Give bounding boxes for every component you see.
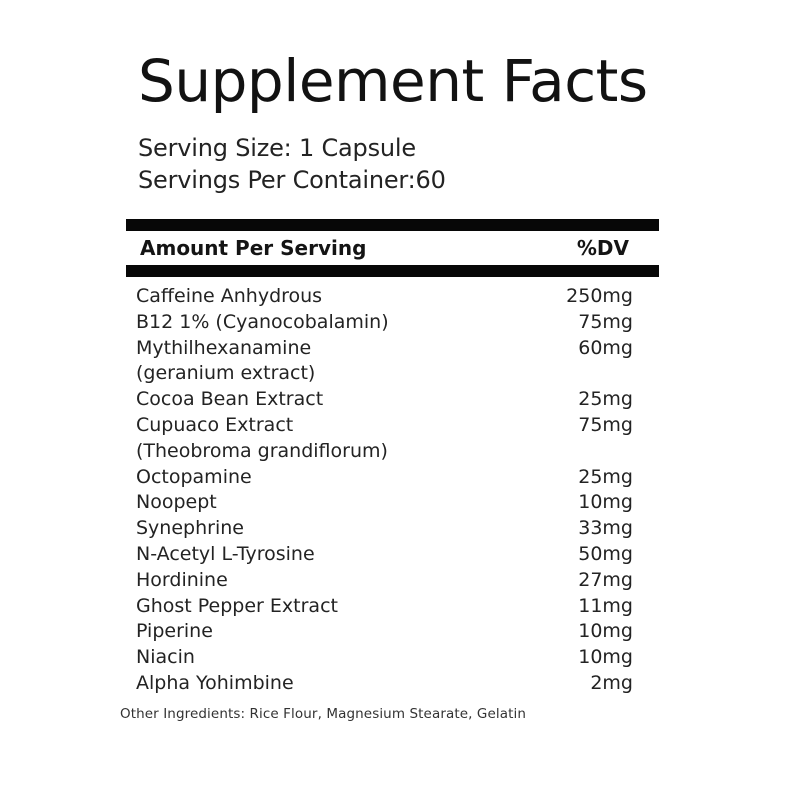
ingredient-amount: 10mg [578,491,633,514]
ingredient-name: Piperine [136,620,213,643]
servings-per-container-line: Servings Per Container:60 [138,166,446,194]
table-row: Cupuaco Extract 75mg [136,413,633,439]
ingredient-name: Cupuaco Extract [136,413,294,436]
ingredient-table: Caffeine Anhydrous 250mg B12 1% (Cyanoco… [126,277,659,697]
table-row: Caffeine Anhydrous 250mg [136,284,633,310]
ingredient-amount: 27mg [578,568,633,591]
ingredient-amount: 10mg [578,646,633,669]
serving-size-line: Serving Size: 1 Capsule [138,134,416,162]
ingredient-name: Niacin [136,646,195,669]
ingredient-name: Synephrine [136,517,244,540]
ingredient-name: Hordinine [136,568,228,591]
other-ingredients-line: Other Ingredients: Rice Flour, Magnesium… [120,705,527,722]
ingredient-name: Octopamine [136,465,252,488]
ingredient-amount: 60mg [578,336,633,359]
table-row: Niacin 10mg [136,645,633,671]
ingredient-name: Caffeine Anhydrous [136,285,323,307]
ingredient-amount: 75mg [578,413,633,436]
table-row: (Theobroma grandiflorum) [136,439,633,465]
table-row: Mythilhexanamine 60mg [136,336,633,362]
table-row: Ghost Pepper Extract 11mg [136,594,633,620]
table-row: B12 1% (Cyanocobalamin) 75mg [136,310,633,336]
ingredient-amount: 25mg [578,465,633,488]
ingredient-amount: 50mg [578,542,633,565]
ingredient-name: (Theobroma grandiflorum) [136,439,388,462]
ingredient-amount: 11mg [578,594,633,617]
ingredient-amount: 25mg [578,388,633,411]
ingredient-name: Ghost Pepper Extract [136,594,338,617]
table-row: Synephrine 33mg [136,516,633,542]
amount-per-serving-header: Amount Per Serving [140,236,367,260]
ingredient-amount: 2mg [590,671,633,694]
ingredient-name: Alpha Yohimbine [136,671,294,694]
serving-info: Serving Size: 1 Capsule Servings Per Con… [138,132,659,196]
ingredient-amount: 75mg [578,310,633,333]
page-title: Supplement Facts [138,47,648,115]
table-row: N-Acetyl L-Tyrosine 50mg [136,542,633,568]
supplement-facts-label: Supplement Facts Serving Size: 1 Capsule… [120,47,659,722]
percent-dv-header: %DV [576,236,629,260]
ingredient-name: Mythilhexanamine [136,336,312,359]
table-row: (geranium extract) [136,361,633,387]
table-row: Noopept 10mg [136,490,633,516]
ingredient-name: N-Acetyl L-Tyrosine [136,542,315,565]
table-row: Hordinine 27mg [136,568,633,594]
ingredient-amount: 10mg [578,620,633,643]
ingredient-name: (geranium extract) [136,362,316,385]
table-row: Alpha Yohimbine 2mg [136,671,633,697]
divider-bar-header [126,265,659,277]
ingredient-amount: 250mg [566,285,633,307]
ingredient-name: Noopept [136,491,217,514]
table-header: Amount Per Serving %DV [126,231,659,265]
ingredient-amount: 33mg [578,517,633,540]
divider-bar-top [126,219,659,231]
ingredient-name: B12 1% (Cyanocobalamin) [136,310,389,333]
ingredient-name: Cocoa Bean Extract [136,388,324,411]
table-row: Octopamine 25mg [136,465,633,491]
table-row: Piperine 10mg [136,619,633,645]
table-row: Cocoa Bean Extract 25mg [136,387,633,413]
